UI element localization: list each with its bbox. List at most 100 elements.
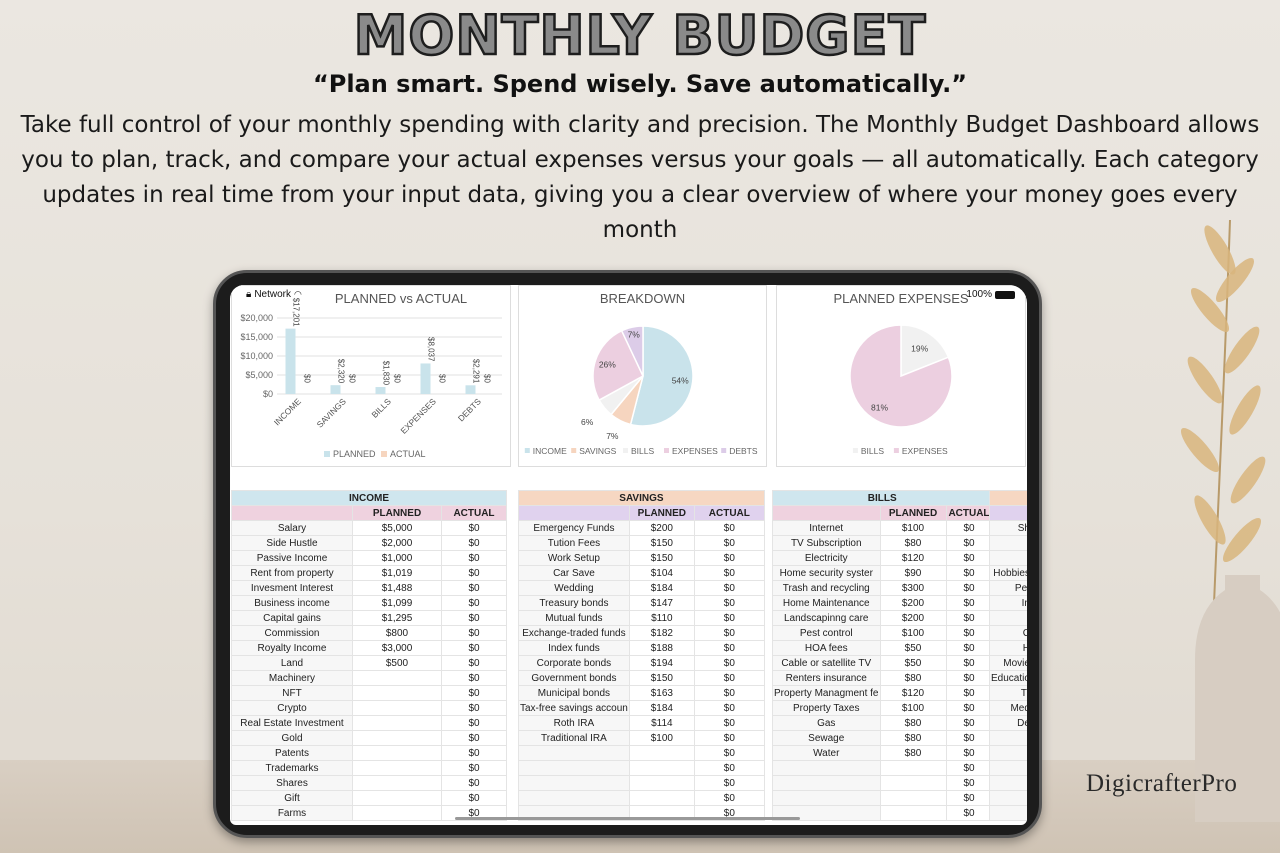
category-cell[interactable]: [518, 790, 630, 806]
planned-cell[interactable]: [628, 790, 695, 806]
actual-cell[interactable]: $0: [945, 790, 993, 806]
category-cell[interactable]: Farms: [231, 805, 353, 821]
category-cell[interactable]: Property Taxes: [772, 700, 881, 716]
category-cell[interactable]: Landscapinng care: [772, 610, 881, 626]
category-cell[interactable]: Electricity: [772, 550, 881, 566]
category-cell[interactable]: TV Subscription: [772, 535, 881, 551]
planned-cell[interactable]: $3,000: [352, 640, 442, 656]
planned-cell[interactable]: $100: [879, 520, 947, 536]
actual-cell[interactable]: $0: [441, 685, 507, 701]
actual-cell[interactable]: $0: [441, 535, 507, 551]
planned-cell[interactable]: $100: [628, 730, 695, 746]
planned-cell[interactable]: $184: [628, 700, 695, 716]
category-cell[interactable]: Emergency Funds: [518, 520, 630, 536]
planned-cell[interactable]: [628, 745, 695, 761]
category-cell[interactable]: Trademarks: [231, 760, 353, 776]
actual-cell[interactable]: $0: [693, 700, 765, 716]
category-cell[interactable]: Exchange-traded funds: [518, 625, 630, 641]
planned-cell[interactable]: [352, 715, 442, 731]
actual-cell[interactable]: $0: [945, 805, 993, 821]
category-cell[interactable]: Gold: [231, 730, 353, 746]
category-cell[interactable]: Gift: [231, 790, 353, 806]
actual-cell[interactable]: $0: [945, 640, 993, 656]
actual-cell[interactable]: $0: [693, 565, 765, 581]
actual-cell[interactable]: $0: [693, 775, 765, 791]
planned-cell[interactable]: $5,000: [352, 520, 442, 536]
category-cell[interactable]: [989, 730, 1027, 746]
planned-cell[interactable]: $2,000: [352, 535, 442, 551]
category-cell[interactable]: [518, 775, 630, 791]
planned-cell[interactable]: $104: [628, 565, 695, 581]
actual-cell[interactable]: $0: [693, 580, 765, 596]
planned-cell[interactable]: [352, 745, 442, 761]
planned-cell[interactable]: $1,099: [352, 595, 442, 611]
category-cell[interactable]: Side Hustle: [231, 535, 353, 551]
category-cell[interactable]: In: [989, 595, 1027, 611]
planned-cell[interactable]: $120: [879, 685, 947, 701]
category-cell[interactable]: Business income: [231, 595, 353, 611]
planned-cell[interactable]: $200: [879, 610, 947, 626]
category-cell[interactable]: Roth IRA: [518, 715, 630, 731]
category-cell[interactable]: Property Managment fe: [772, 685, 881, 701]
category-cell[interactable]: HOA fees: [772, 640, 881, 656]
actual-cell[interactable]: $0: [945, 715, 993, 731]
category-cell[interactable]: Crypto: [231, 700, 353, 716]
planned-cell[interactable]: [879, 760, 947, 776]
category-cell[interactable]: Water: [772, 745, 881, 761]
planned-cell[interactable]: $163: [628, 685, 695, 701]
planned-cell[interactable]: [352, 700, 442, 716]
category-cell[interactable]: [772, 790, 881, 806]
category-cell[interactable]: Traditional IRA: [518, 730, 630, 746]
category-cell[interactable]: Municipal bonds: [518, 685, 630, 701]
category-cell[interactable]: Machinery: [231, 670, 353, 686]
actual-cell[interactable]: $0: [945, 610, 993, 626]
planned-cell[interactable]: $1,000: [352, 550, 442, 566]
planned-cell[interactable]: $80: [879, 730, 947, 746]
actual-cell[interactable]: $0: [441, 670, 507, 686]
planned-cell[interactable]: [879, 805, 947, 821]
category-cell[interactable]: Mutual funds: [518, 610, 630, 626]
category-cell[interactable]: [989, 745, 1027, 761]
planned-cell[interactable]: [352, 805, 442, 821]
category-cell[interactable]: Tax-free savings accoun: [518, 700, 630, 716]
planned-cell[interactable]: $200: [879, 595, 947, 611]
category-cell[interactable]: De: [989, 715, 1027, 731]
actual-cell[interactable]: $0: [441, 565, 507, 581]
category-cell[interactable]: Salary: [231, 520, 353, 536]
actual-cell[interactable]: $0: [693, 655, 765, 671]
category-cell[interactable]: Passive Income: [231, 550, 353, 566]
category-cell[interactable]: Land: [231, 655, 353, 671]
category-cell[interactable]: Car Save: [518, 565, 630, 581]
category-cell[interactable]: Tution Fees: [518, 535, 630, 551]
category-cell[interactable]: [518, 760, 630, 776]
planned-cell[interactable]: $80: [879, 670, 947, 686]
actual-cell[interactable]: $0: [441, 700, 507, 716]
category-cell[interactable]: Educatio: [989, 670, 1027, 686]
category-cell[interactable]: [772, 805, 881, 821]
category-cell[interactable]: Pest control: [772, 625, 881, 641]
planned-cell[interactable]: $80: [879, 745, 947, 761]
category-cell[interactable]: Gas: [772, 715, 881, 731]
planned-cell[interactable]: $184: [628, 580, 695, 596]
category-cell[interactable]: Renters insurance: [772, 670, 881, 686]
category-cell[interactable]: NFT: [231, 685, 353, 701]
category-cell[interactable]: Tr: [989, 685, 1027, 701]
category-cell[interactable]: [989, 550, 1027, 566]
actual-cell[interactable]: $0: [441, 745, 507, 761]
planned-cell[interactable]: $150: [628, 535, 695, 551]
planned-cell[interactable]: [352, 775, 442, 791]
planned-cell[interactable]: $90: [879, 565, 947, 581]
actual-cell[interactable]: $0: [945, 520, 993, 536]
actual-cell[interactable]: $0: [945, 775, 993, 791]
category-cell[interactable]: [772, 775, 881, 791]
actual-cell[interactable]: $0: [693, 670, 765, 686]
category-cell[interactable]: Corporate bonds: [518, 655, 630, 671]
planned-cell[interactable]: $80: [879, 715, 947, 731]
planned-cell[interactable]: [352, 685, 442, 701]
actual-cell[interactable]: $0: [945, 595, 993, 611]
planned-cell[interactable]: $114: [628, 715, 695, 731]
planned-cell[interactable]: $800: [352, 625, 442, 641]
actual-cell[interactable]: $0: [693, 520, 765, 536]
horizontal-scrollbar[interactable]: [455, 817, 800, 820]
planned-cell[interactable]: $1,488: [352, 580, 442, 596]
